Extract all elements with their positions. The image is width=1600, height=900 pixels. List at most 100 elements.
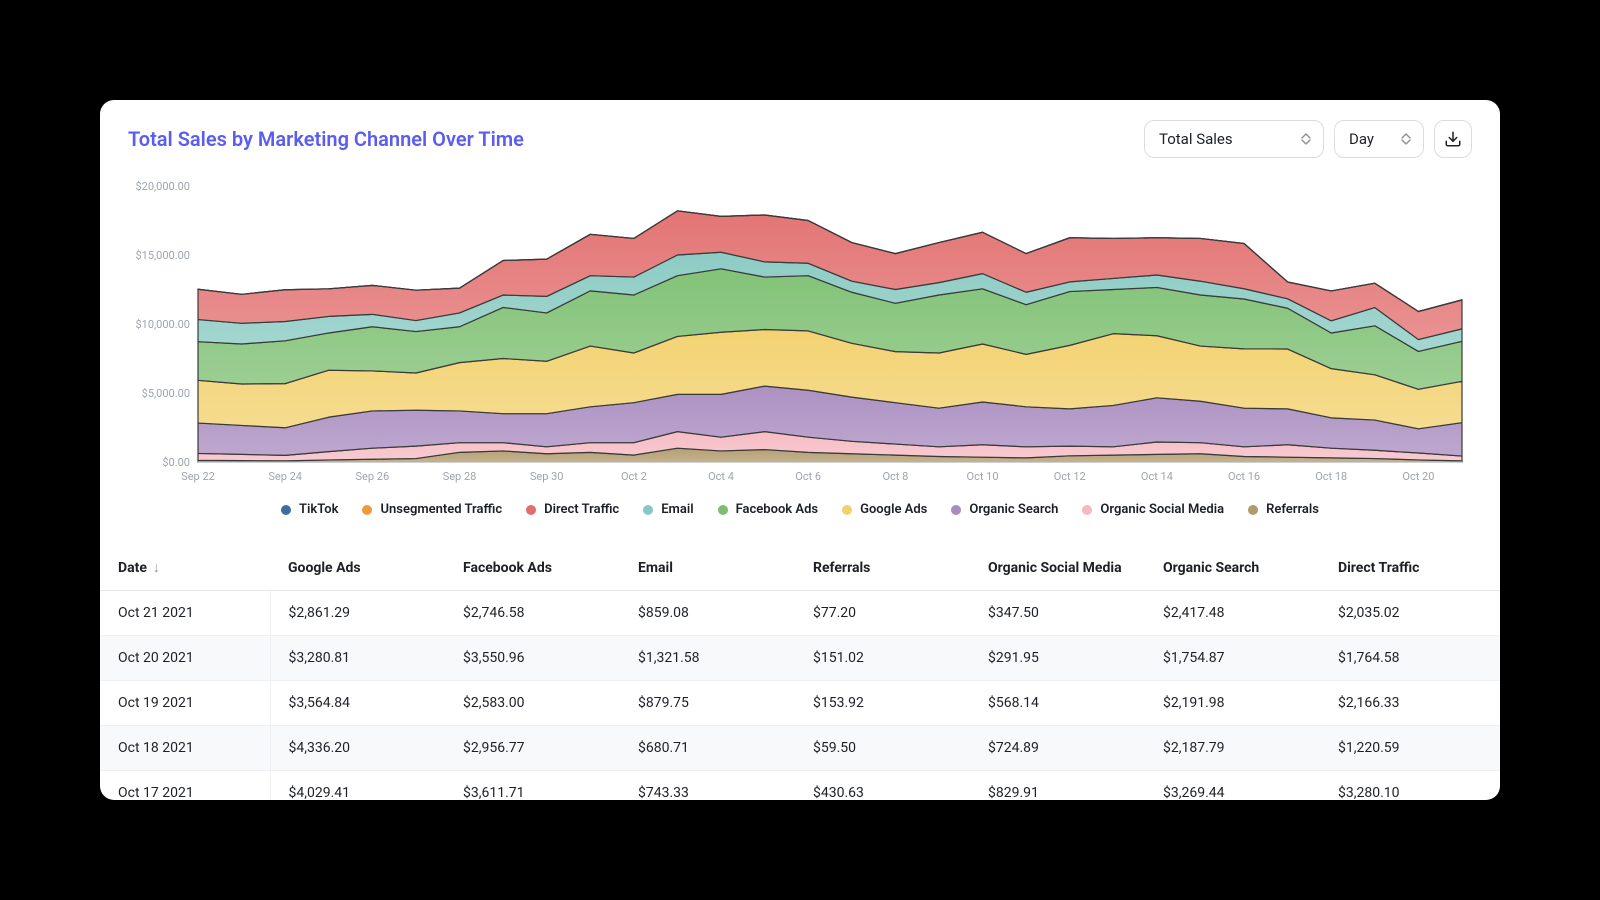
legend-item[interactable]: TikTok (281, 502, 338, 517)
column-header[interactable]: Organic Search (1145, 545, 1320, 591)
column-header[interactable]: Uns (1495, 545, 1500, 591)
value-cell: $1,220.59 (1320, 726, 1495, 771)
legend-label: Facebook Ads (736, 502, 819, 517)
value-cell: $430.63 (795, 771, 970, 801)
column-header[interactable]: Date↓ (100, 545, 270, 591)
date-cell: Oct 20 2021 (100, 636, 270, 681)
legend-dot-icon (362, 505, 372, 515)
value-cell: $3,611.71 (445, 771, 620, 801)
value-cell: $680.71 (620, 726, 795, 771)
value-cell: $2,746.58 (445, 591, 620, 636)
svg-text:Oct 2: Oct 2 (621, 470, 647, 483)
value-cell: $153.92 (795, 681, 970, 726)
legend-dot-icon (718, 505, 728, 515)
value-cell: $59.50 (795, 726, 970, 771)
select-chevrons-icon (1401, 133, 1411, 145)
data-table-container: Date↓Google AdsFacebook AdsEmailReferral… (100, 545, 1500, 800)
legend-item[interactable]: Email (643, 502, 693, 517)
date-cell: Oct 19 2021 (100, 681, 270, 726)
value-cell: $0.0 (1495, 681, 1500, 726)
legend-label: TikTok (299, 502, 338, 517)
legend-dot-icon (643, 505, 653, 515)
column-header[interactable]: Organic Social Media (970, 545, 1145, 591)
legend-dot-icon (842, 505, 852, 515)
legend-label: Email (661, 502, 693, 517)
sort-arrow-icon: ↓ (153, 560, 160, 576)
legend-label: Organic Social Media (1100, 502, 1224, 517)
data-table: Date↓Google AdsFacebook AdsEmailReferral… (100, 545, 1500, 800)
value-cell: $3,269.44 (1145, 771, 1320, 801)
value-cell: $1,764.58 (1320, 636, 1495, 681)
legend-item[interactable]: Organic Social Media (1082, 502, 1224, 517)
value-cell: $829.91 (970, 771, 1145, 801)
legend-item[interactable]: Google Ads (842, 502, 927, 517)
table-row: Oct 21 2021$2,861.29$2,746.58$859.08$77.… (100, 591, 1500, 636)
value-cell: $568.14 (970, 681, 1145, 726)
select-chevrons-icon (1301, 133, 1311, 145)
svg-text:$0.00: $0.00 (162, 456, 190, 469)
value-cell: $77.20 (795, 591, 970, 636)
svg-text:Sep 26: Sep 26 (356, 470, 390, 483)
svg-text:Oct 14: Oct 14 (1141, 470, 1173, 483)
legend-item[interactable]: Unsegmented Traffic (362, 502, 502, 517)
value-cell: $2,583.00 (445, 681, 620, 726)
value-cell: $2,166.33 (1320, 681, 1495, 726)
svg-text:Sep 30: Sep 30 (530, 470, 564, 483)
panel-header: Total Sales by Marketing Channel Over Ti… (100, 100, 1500, 158)
download-button[interactable] (1434, 120, 1472, 158)
value-cell: $0.0 (1495, 726, 1500, 771)
metric-select[interactable]: Total Sales (1144, 120, 1324, 158)
granularity-select-value: Day (1349, 130, 1374, 148)
date-cell: Oct 21 2021 (100, 591, 270, 636)
legend-dot-icon (1248, 505, 1258, 515)
column-header[interactable]: Email (620, 545, 795, 591)
legend-dot-icon (1082, 505, 1092, 515)
svg-text:Oct 10: Oct 10 (967, 470, 999, 483)
granularity-select[interactable]: Day (1334, 120, 1424, 158)
legend-item[interactable]: Referrals (1248, 502, 1319, 517)
svg-text:$5,000.00: $5,000.00 (142, 387, 190, 400)
table-row: Oct 20 2021$3,280.81$3,550.96$1,321.58$1… (100, 636, 1500, 681)
value-cell: $4,029.41 (270, 771, 445, 801)
column-header[interactable]: Direct Traffic (1320, 545, 1495, 591)
value-cell: $1,754.87 (1145, 636, 1320, 681)
column-header[interactable]: Referrals (795, 545, 970, 591)
value-cell: $0.0 (1495, 771, 1500, 801)
stacked-area-chart: $0.00$5,000.00$10,000.00$15,000.00$20,00… (128, 176, 1472, 496)
svg-text:$10,000.00: $10,000.00 (135, 318, 190, 331)
column-header[interactable]: Google Ads (270, 545, 445, 591)
value-cell: $151.02 (795, 636, 970, 681)
value-cell: $4,336.20 (270, 726, 445, 771)
svg-text:Sep 22: Sep 22 (181, 470, 215, 483)
svg-text:Oct 20: Oct 20 (1402, 470, 1434, 483)
svg-text:Sep 24: Sep 24 (268, 470, 302, 483)
download-icon (1444, 130, 1462, 148)
legend-item[interactable]: Organic Search (951, 502, 1058, 517)
chart-legend: TikTok Unsegmented Traffic Direct Traffic E… (128, 502, 1472, 517)
value-cell: $0.0 (1495, 636, 1500, 681)
legend-label: Organic Search (969, 502, 1058, 517)
value-cell: $2,956.77 (445, 726, 620, 771)
value-cell: $0.0 (1495, 591, 1500, 636)
panel-controls: Total Sales Day (1144, 120, 1472, 158)
chart-container: $0.00$5,000.00$10,000.00$15,000.00$20,00… (100, 158, 1500, 517)
legend-label: Referrals (1266, 502, 1319, 517)
value-cell: $2,191.98 (1145, 681, 1320, 726)
value-cell: $347.50 (970, 591, 1145, 636)
table-row: Oct 18 2021$4,336.20$2,956.77$680.71$59.… (100, 726, 1500, 771)
legend-item[interactable]: Facebook Ads (718, 502, 819, 517)
value-cell: $3,564.84 (270, 681, 445, 726)
value-cell: $2,187.79 (1145, 726, 1320, 771)
svg-text:Oct 18: Oct 18 (1315, 470, 1347, 483)
date-cell: Oct 17 2021 (100, 771, 270, 801)
legend-dot-icon (526, 505, 536, 515)
svg-text:$20,000.00: $20,000.00 (135, 180, 190, 193)
svg-text:Oct 6: Oct 6 (795, 470, 821, 483)
legend-item[interactable]: Direct Traffic (526, 502, 619, 517)
value-cell: $743.33 (620, 771, 795, 801)
column-header[interactable]: Facebook Ads (445, 545, 620, 591)
value-cell: $724.89 (970, 726, 1145, 771)
svg-text:Oct 8: Oct 8 (882, 470, 908, 483)
date-cell: Oct 18 2021 (100, 726, 270, 771)
table-header-row: Date↓Google AdsFacebook AdsEmailReferral… (100, 545, 1500, 591)
